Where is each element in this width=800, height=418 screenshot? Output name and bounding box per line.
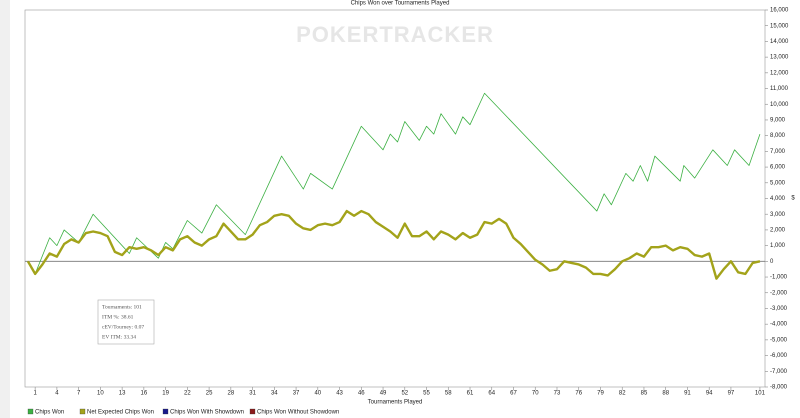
x-tick-label: 34	[271, 391, 278, 397]
series-line	[26, 209, 761, 280]
x-tick-label: 79	[597, 391, 604, 397]
y-tick-label: 11,000	[770, 86, 789, 92]
y-tick-label: -3,000	[770, 306, 788, 312]
legend-label: Chips Won Without Showdown	[257, 410, 339, 416]
x-tick-label: 1	[33, 391, 37, 397]
side-panel	[0, 0, 10, 418]
y-tick-label: -5,000	[770, 337, 788, 343]
stats-box: Tournaments: 101 ITM %: 38.61 cEV/Tourney:…	[97, 299, 155, 345]
x-axis-label: Tournaments Played	[368, 400, 423, 406]
x-tick-label: 58	[445, 391, 452, 397]
x-tick-label: 22	[184, 391, 191, 397]
y-tick-label: 15,000	[770, 23, 789, 29]
stats-frame	[97, 299, 155, 345]
x-tick-label: 49	[380, 391, 387, 397]
y-tick-label: -2,000	[770, 290, 788, 296]
x-tick-label: 97	[728, 391, 735, 397]
legend-swatch	[27, 408, 34, 415]
legend-swatch	[162, 408, 169, 415]
x-tick-label: 28	[227, 391, 234, 397]
x-tick-label: 31	[249, 391, 256, 397]
x-tick-label: 82	[619, 391, 626, 397]
x-tick-label: 7	[77, 391, 81, 397]
stat-line: EV ITM: 33.34	[102, 334, 136, 340]
x-tick-label: 70	[532, 391, 539, 397]
y-tick-label: 2,000	[770, 227, 786, 233]
x-tick-label: 91	[684, 391, 691, 397]
legend-label: Chips Won With Showdown	[170, 410, 244, 416]
x-tick-label: 67	[510, 391, 517, 397]
y-tick-label: 4,000	[770, 196, 786, 202]
y-tick-label: -4,000	[770, 322, 788, 328]
x-tick-label: 101	[755, 391, 766, 397]
stat-line: Tournaments: 101	[102, 304, 142, 310]
x-tick-label: 4	[55, 391, 59, 397]
legend-swatch	[249, 408, 256, 415]
series-line	[27, 92, 761, 275]
x-tick-label: 19	[162, 391, 169, 397]
y-tick-label: -7,000	[770, 369, 788, 375]
x-tick-label: 55	[423, 391, 430, 397]
x-tick-label: 64	[488, 391, 495, 397]
y-tick-label: 14,000	[770, 39, 789, 45]
legend-swatch	[79, 408, 86, 415]
x-tick-label: 52	[401, 391, 408, 397]
y-tick-label: 16,000	[770, 8, 789, 14]
y-tick-label: 8,000	[770, 133, 786, 139]
x-tick-label: 13	[119, 391, 126, 397]
y-tick-label: 9,000	[770, 118, 786, 124]
x-tick-label: 16	[141, 391, 148, 397]
x-tick-label: 88	[662, 391, 669, 397]
stat-line: ITM %: 38.61	[102, 314, 134, 320]
y-tick-label: 5,000	[770, 180, 786, 186]
watermark: POKERTRACKER	[296, 22, 494, 47]
y-tick-label: 12,000	[770, 70, 789, 76]
y-tick-label: -6,000	[770, 353, 788, 359]
x-tick-label: 85	[641, 391, 648, 397]
y-tick-label: 10,000	[770, 102, 789, 108]
chart-title: Chips Won over Tournaments Played	[351, 1, 450, 7]
y-tick-label: 13,000	[770, 55, 789, 61]
x-tick-label: 37	[293, 391, 300, 397]
y-tick-label: 1,000	[770, 243, 786, 249]
x-tick-label: 94	[706, 391, 713, 397]
y-tick-label: 3,000	[770, 212, 786, 218]
y-tick-label: 7,000	[770, 149, 786, 155]
x-tick-label: 25	[206, 391, 213, 397]
y-tick-label: 6,000	[770, 165, 786, 171]
legend-label: Net Expected Chips Won	[87, 410, 154, 416]
x-tick-label: 43	[336, 391, 343, 397]
x-tick-label: 46	[358, 391, 365, 397]
legend-label: Chips Won	[35, 410, 64, 416]
x-tick-label: 40	[314, 391, 321, 397]
x-tick-label: 61	[467, 391, 474, 397]
y-tick-label: -1,000	[770, 275, 788, 281]
y-axis-label: $	[791, 196, 795, 202]
x-tick-label: 76	[575, 391, 582, 397]
y-tick-label: 0	[770, 259, 774, 265]
x-tick-label: 73	[554, 391, 561, 397]
x-tick-label: 10	[97, 391, 104, 397]
y-tick-label: -8,000	[770, 385, 788, 391]
stat-line: cEV/Tourney: 0.07	[102, 324, 144, 330]
